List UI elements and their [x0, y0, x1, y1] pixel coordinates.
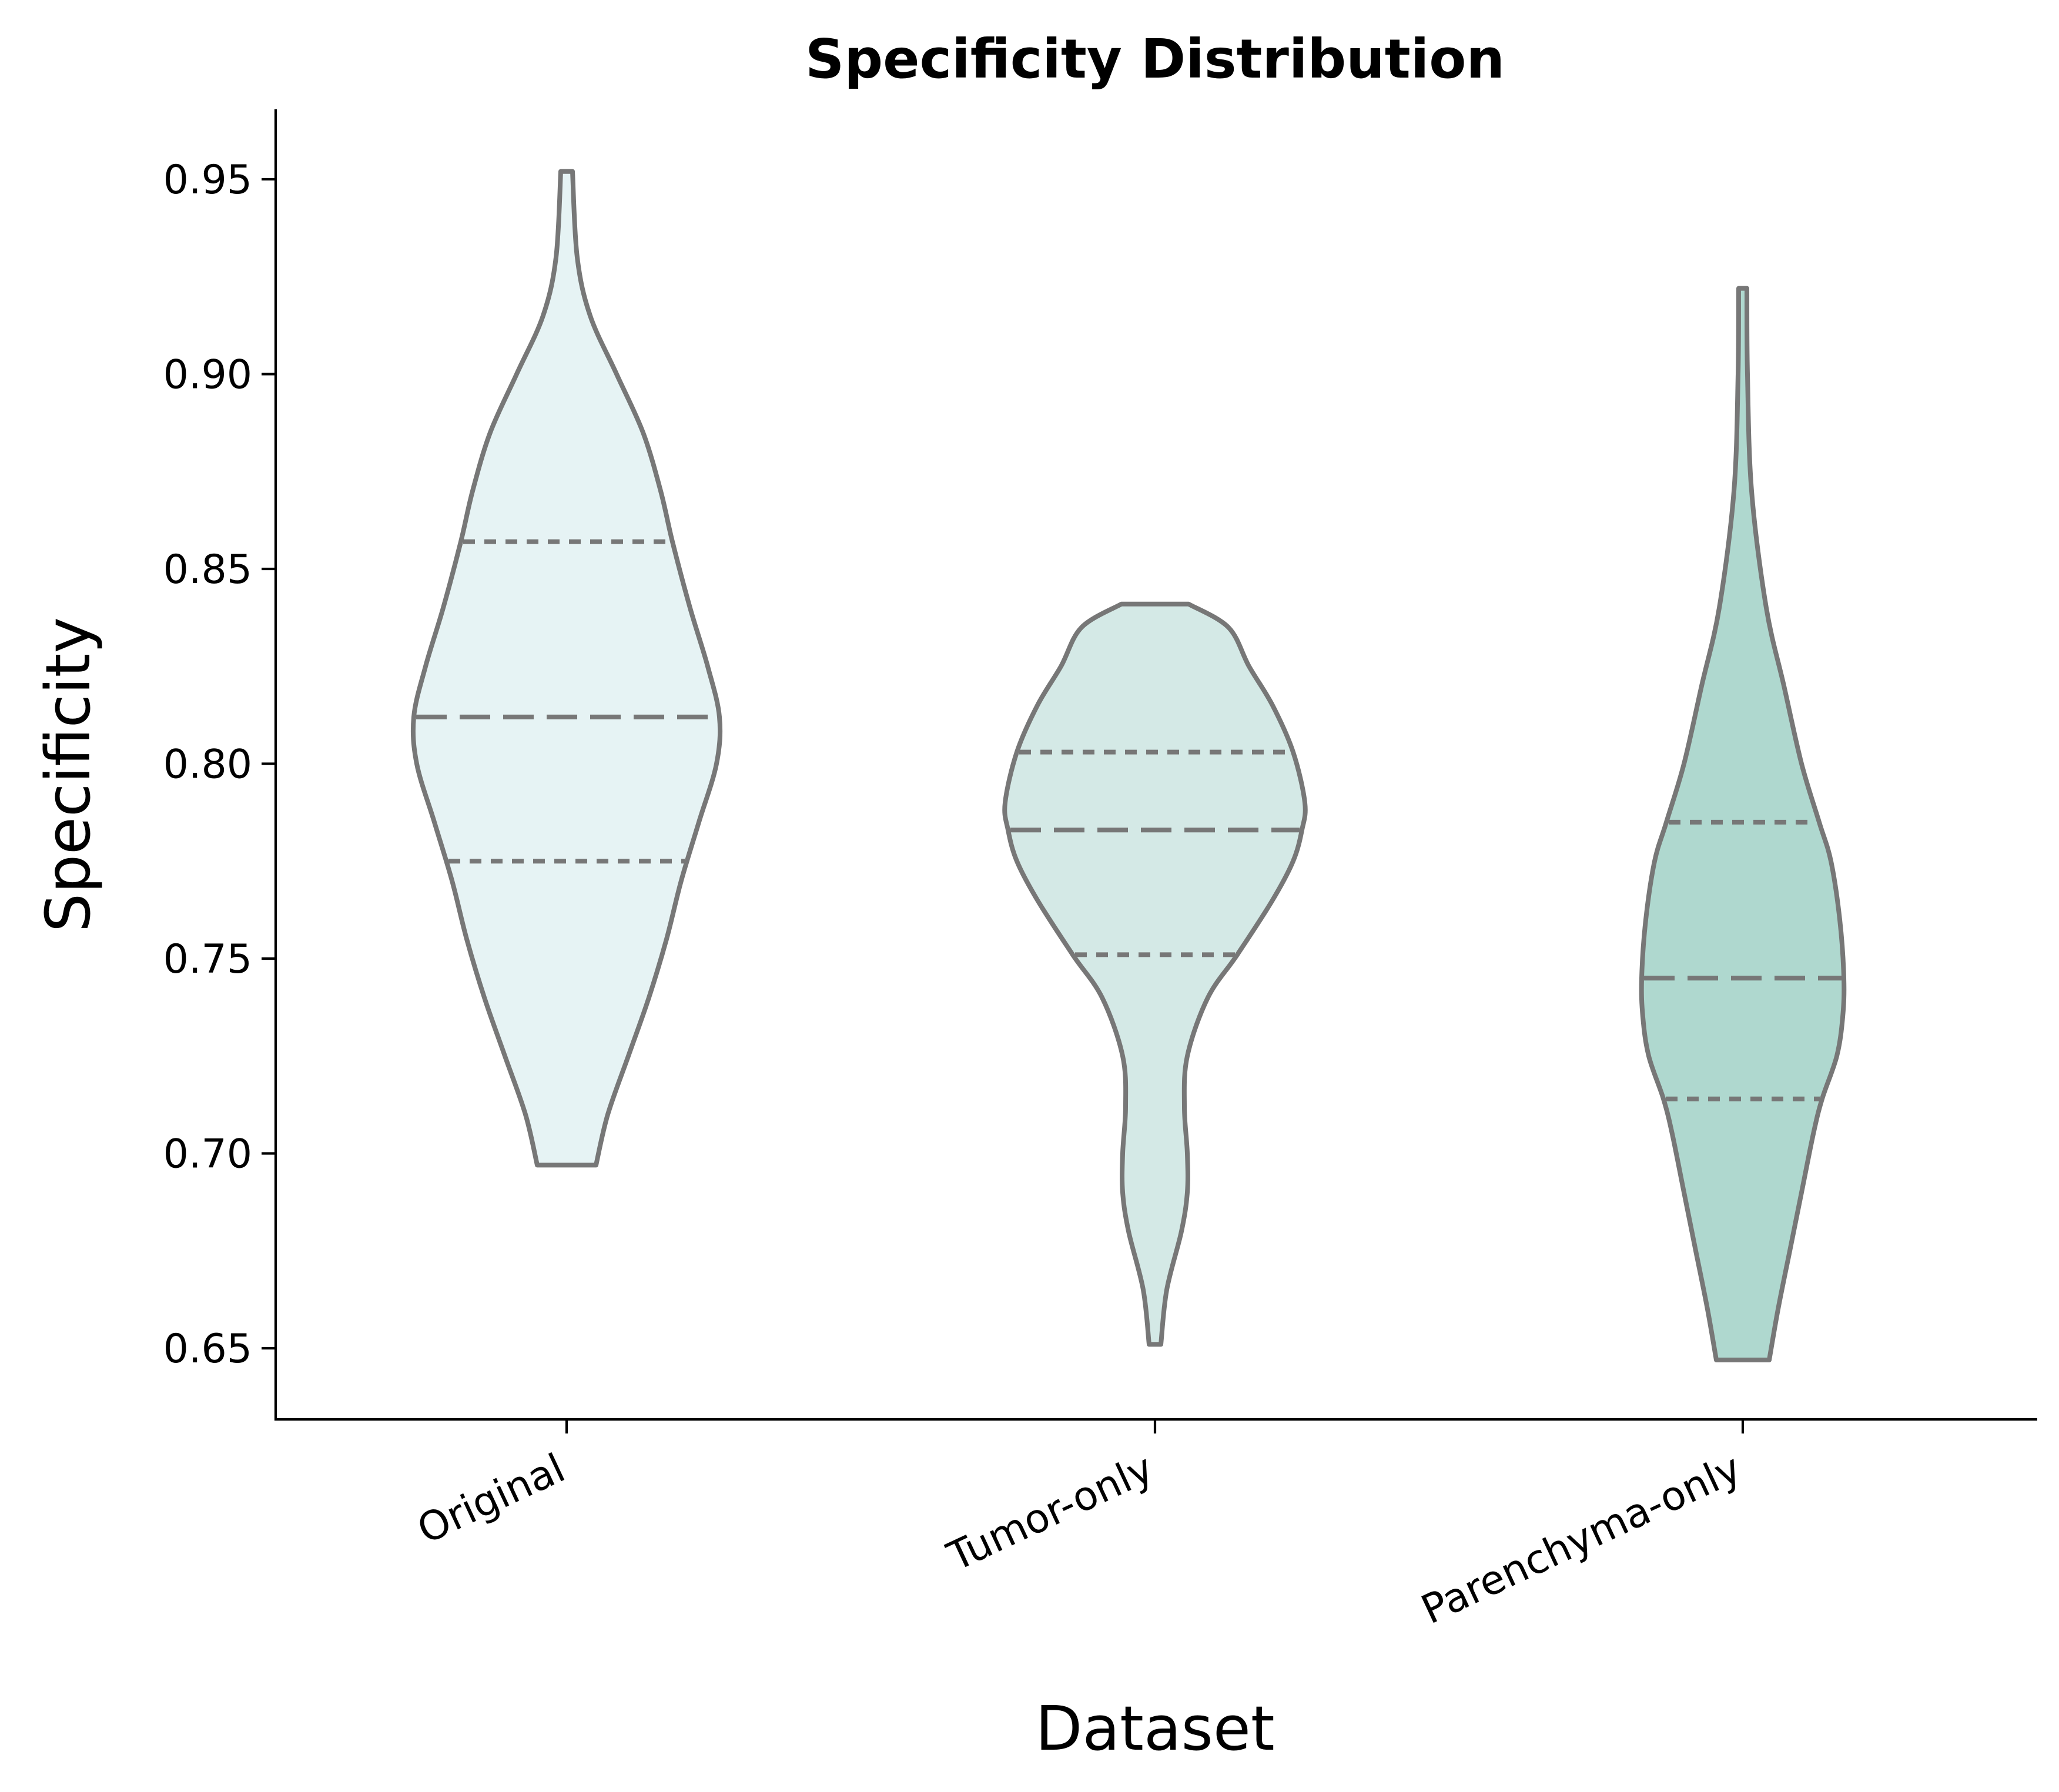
x-tick-label: Tumor-only: [940, 1445, 1161, 1581]
violin-group: [410, 169, 1847, 1362]
y-axis-ticks: 0.65 0.70 0.75 0.80 0.85 0.90 0.95: [163, 157, 276, 1372]
x-tick-label: Parenchyma-only: [1415, 1445, 1748, 1634]
violin-original: [410, 169, 723, 1168]
x-tick-label: Original: [411, 1445, 572, 1553]
y-tick-label: 0.90: [163, 352, 252, 398]
violin-body: [1002, 601, 1308, 1347]
y-tick-label: 0.75: [163, 936, 252, 983]
y-tick-label: 0.85: [163, 547, 252, 593]
x-axis-ticks: Original Tumor-only Parenchyma-only: [411, 1419, 1748, 1634]
axis-spines: [274, 109, 2037, 1421]
violin-body: [410, 169, 723, 1168]
y-tick-label: 0.80: [163, 742, 252, 788]
y-tick-label: 0.65: [163, 1326, 252, 1372]
violin-tumor-only: [1002, 601, 1308, 1347]
y-axis-label: Specificity: [32, 617, 104, 932]
y-tick-label: 0.95: [163, 157, 252, 203]
x-axis-label: Dataset: [1035, 1693, 1274, 1764]
chart-title: Specificity Distribution: [805, 28, 1505, 91]
violin-parenchyma-only: [1639, 286, 1847, 1362]
y-tick-label: 0.70: [163, 1131, 252, 1178]
